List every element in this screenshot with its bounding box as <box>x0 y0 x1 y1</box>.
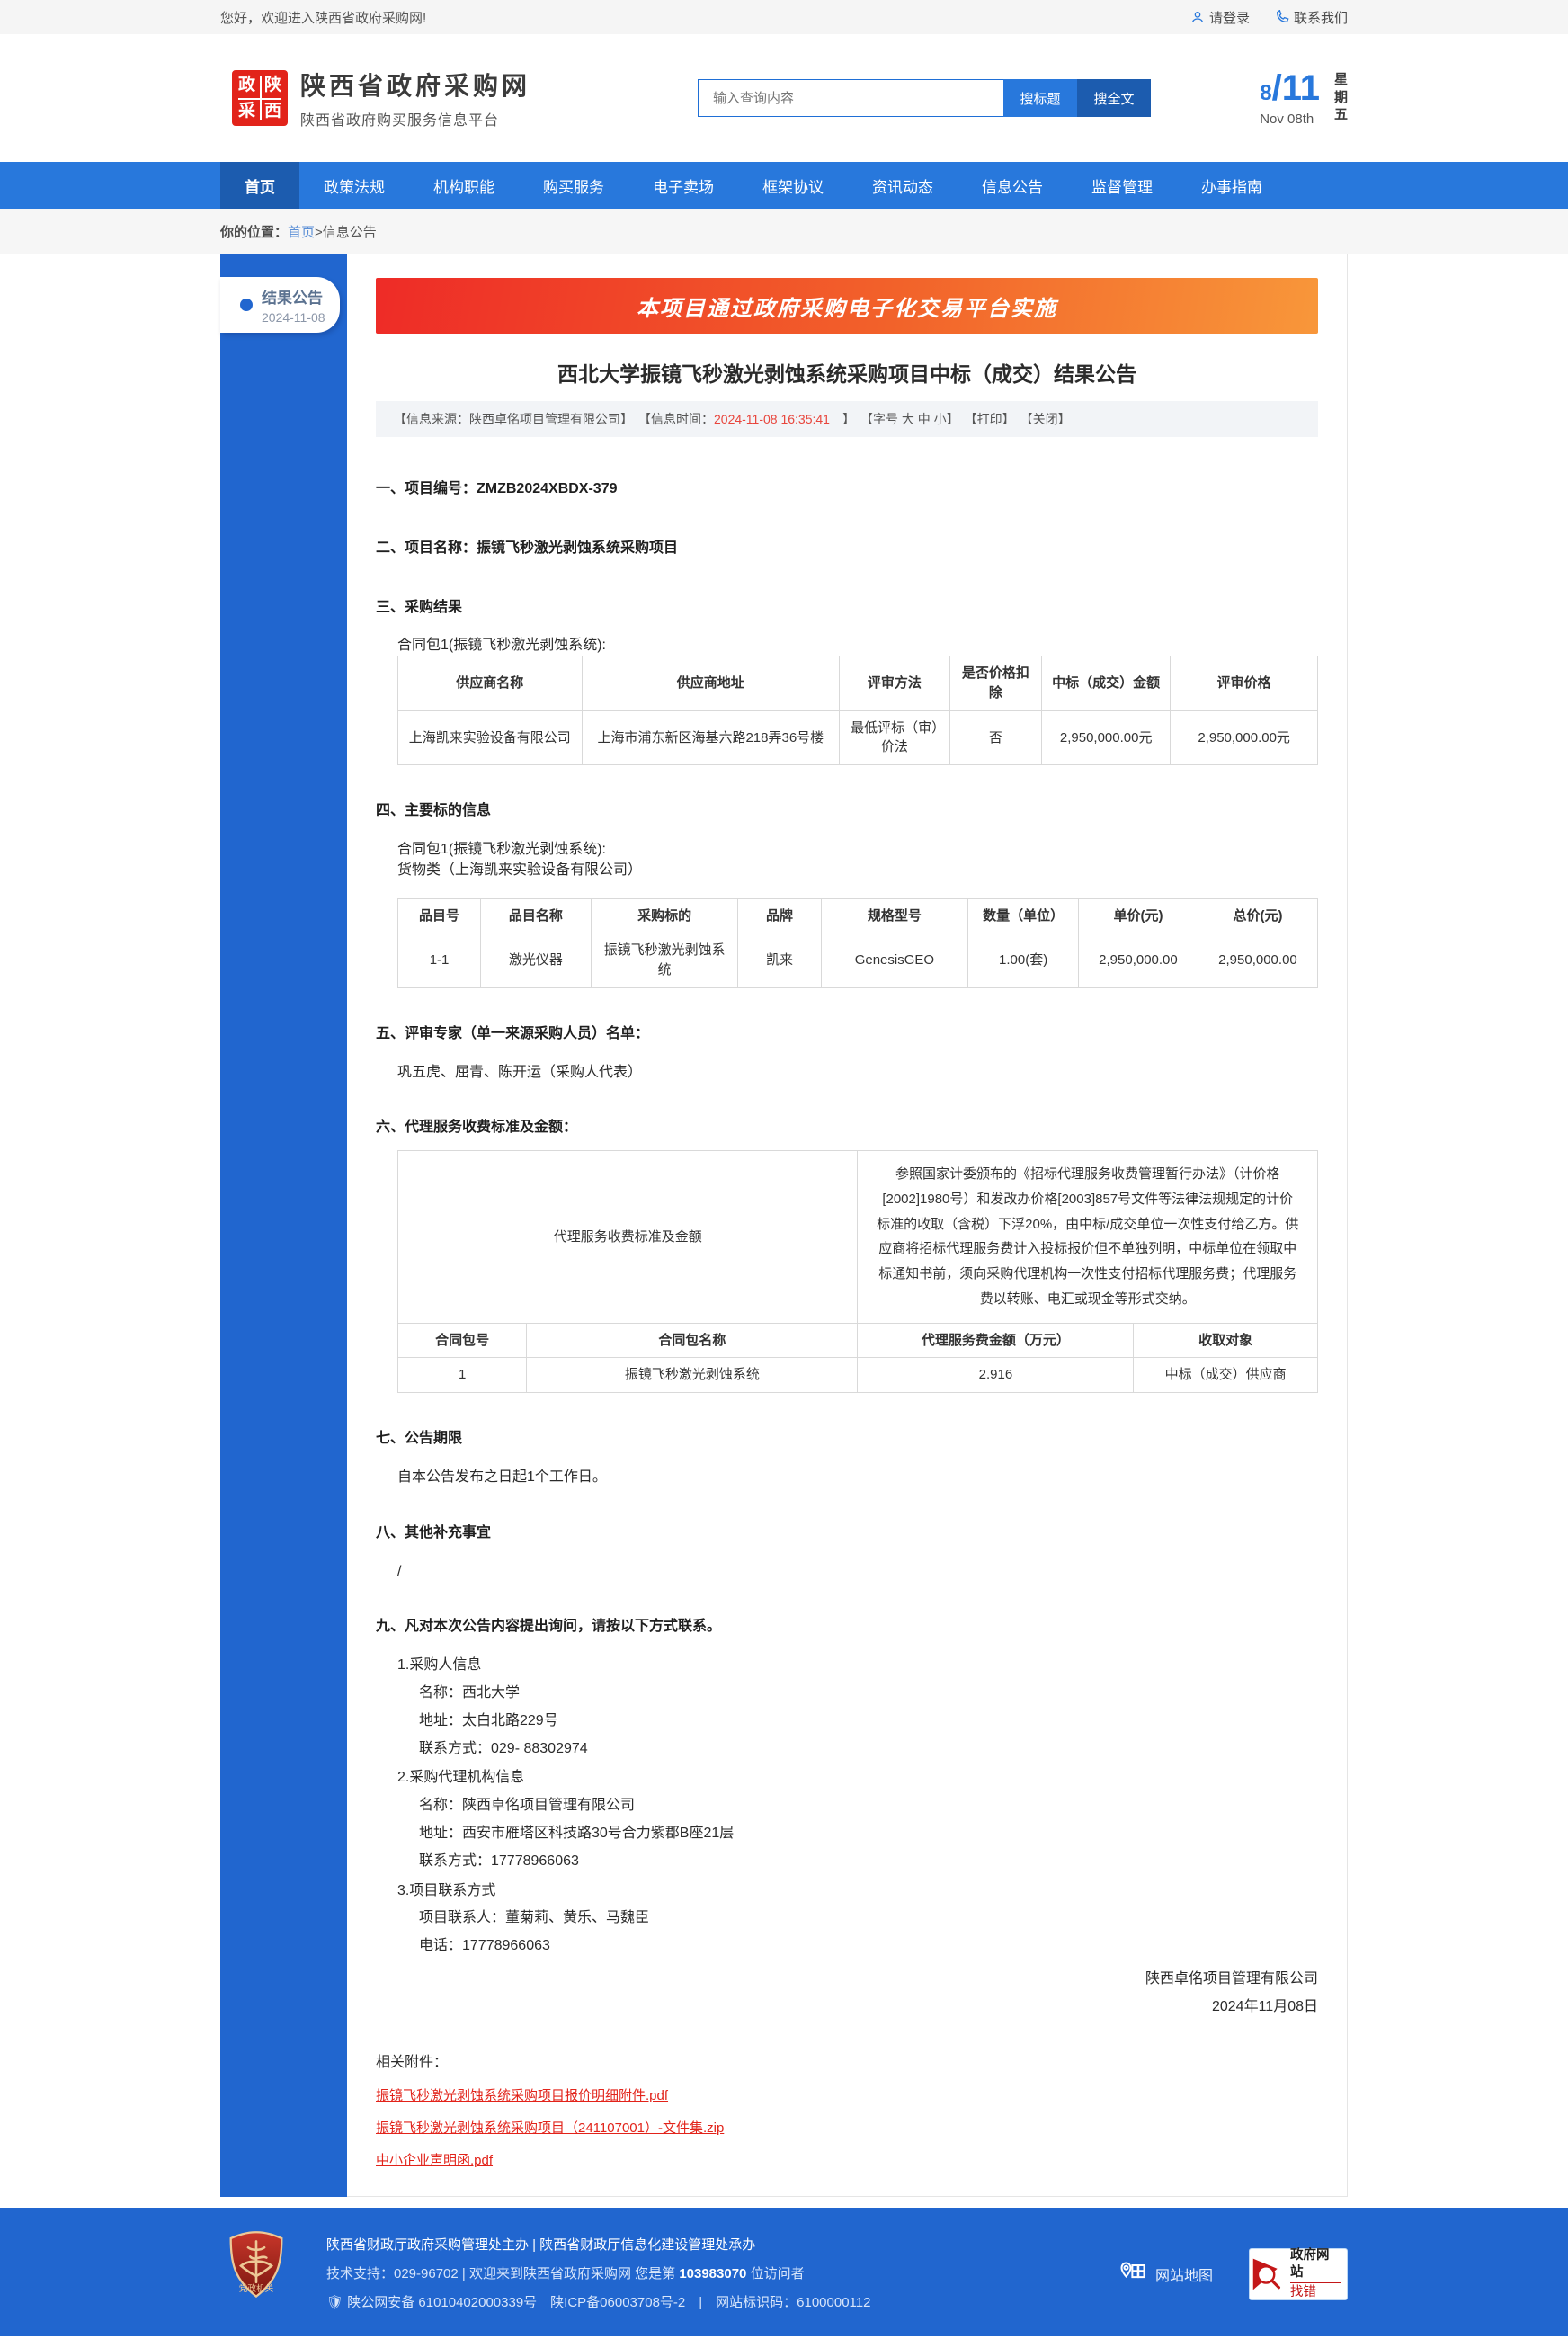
svg-text:党政机关: 党政机关 <box>239 2283 274 2294</box>
